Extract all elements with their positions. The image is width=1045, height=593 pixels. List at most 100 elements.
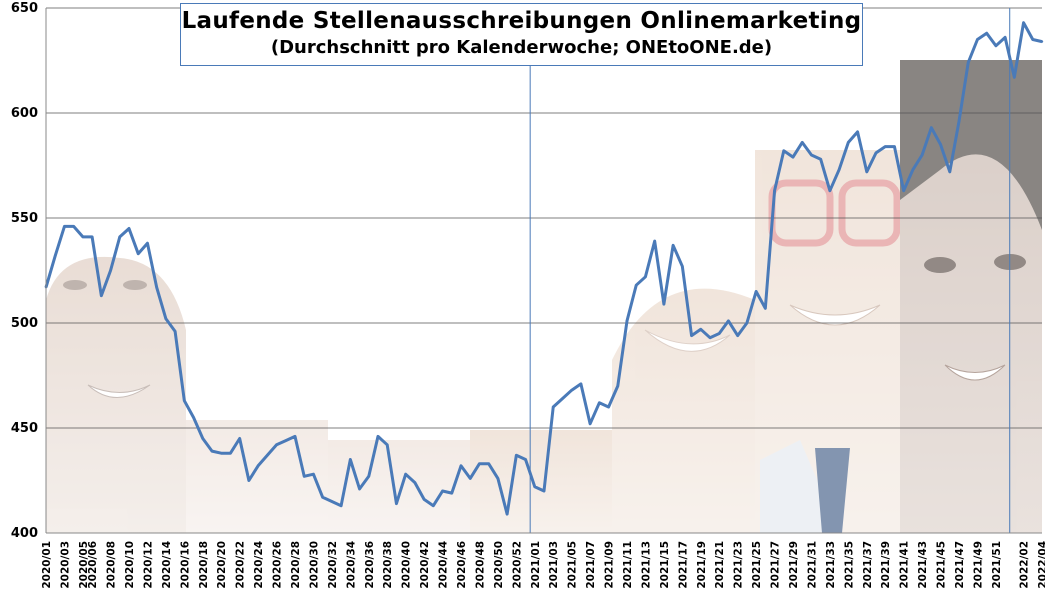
data-point — [635, 284, 638, 287]
face-photo-4 — [470, 430, 612, 533]
data-point — [487, 462, 490, 465]
year-divider-lines — [529, 8, 1011, 533]
data-point — [708, 336, 712, 339]
x-tick-label: 2020/28 — [290, 541, 302, 589]
data-point — [948, 170, 951, 173]
x-tick-label: 2021/51 — [991, 541, 1003, 589]
x-tick-label: 2021/25 — [751, 541, 763, 589]
data-point — [404, 473, 407, 476]
data-point — [72, 225, 75, 228]
data-point — [644, 275, 647, 278]
data-point — [727, 319, 730, 323]
data-point — [321, 496, 324, 499]
x-tick-label: 2020/52 — [511, 541, 523, 589]
data-point — [570, 389, 573, 392]
x-tick-label: 2021/17 — [677, 541, 689, 589]
x-tick-label: 2021/47 — [954, 541, 966, 589]
x-tick-label: 2022/04 — [1037, 541, 1045, 589]
chart-title: Laufende Stellenausschreibungen Onlinema… — [181, 8, 862, 34]
x-tick-label: 2020/16 — [179, 541, 191, 589]
x-tick-label: 2020/24 — [253, 541, 265, 589]
face-photo-1-eye-right — [123, 280, 147, 290]
background-face-photos — [46, 60, 1042, 533]
face-photo-6-shirt — [760, 440, 840, 533]
data-point — [920, 153, 924, 157]
data-point — [607, 405, 610, 409]
data-point — [275, 443, 278, 446]
data-point — [699, 328, 702, 331]
x-tick-label: 2021/27 — [770, 541, 782, 589]
data-point — [1031, 38, 1034, 41]
data-point — [690, 334, 693, 337]
data-point — [791, 155, 795, 159]
data-point — [542, 489, 546, 493]
data-point — [386, 443, 389, 446]
data-point — [229, 452, 232, 455]
x-tick-label: 2021/01 — [530, 541, 542, 589]
data-point — [164, 317, 168, 320]
x-tick-label: 2020/34 — [345, 541, 357, 589]
data-point — [330, 500, 334, 503]
x-tick-label: 2021/19 — [696, 541, 708, 589]
x-tick-label: 2021/03 — [548, 541, 560, 589]
data-point — [874, 151, 878, 155]
face-photo-1-smile — [87, 384, 151, 398]
data-point — [588, 422, 592, 425]
data-point — [413, 481, 417, 484]
data-point — [957, 120, 961, 123]
x-tick-label: 2021/15 — [659, 541, 671, 589]
data-point — [579, 382, 583, 386]
x-tick-label: 2020/20 — [216, 541, 228, 589]
data-point — [422, 498, 426, 501]
x-tick-label: 2020/01 — [41, 541, 53, 589]
data-point — [155, 286, 158, 289]
data-point — [625, 319, 629, 323]
x-tick-label: 2020/30 — [308, 541, 320, 589]
data-point — [256, 464, 260, 467]
x-tick-label: 2021/39 — [880, 541, 892, 589]
data-point — [967, 61, 970, 64]
data-point — [671, 244, 675, 247]
data-point — [284, 439, 287, 442]
x-tick-label: 2021/09 — [604, 541, 616, 589]
data-point — [210, 449, 214, 453]
data-point — [505, 512, 509, 516]
x-tick-label: 2020/46 — [456, 541, 468, 589]
data-point — [376, 435, 380, 438]
chart-title-box: Laufende Stellenausschreibungen Onlinema… — [180, 3, 863, 66]
x-tick-label: 2021/07 — [585, 541, 597, 589]
data-point — [884, 145, 887, 148]
series-points — [44, 21, 1044, 516]
data-point — [994, 44, 998, 47]
data-point — [349, 458, 352, 461]
face-photo-6-smile — [789, 304, 881, 326]
x-tick-label: 2020/44 — [438, 541, 450, 589]
x-tick-label: 2020/08 — [106, 541, 118, 589]
face-photo-5-smile — [644, 329, 731, 352]
data-point — [1003, 36, 1007, 39]
x-tick-label: 2020/32 — [327, 541, 339, 589]
data-point — [266, 454, 269, 457]
data-point — [478, 462, 481, 465]
face-photo-7-hair — [900, 60, 1042, 230]
data-point — [247, 479, 251, 482]
data-point — [201, 437, 204, 440]
data-point — [54, 254, 57, 257]
x-tick-label: 2020/22 — [235, 541, 247, 589]
data-point — [911, 168, 915, 171]
data-point — [127, 227, 131, 230]
data-point — [192, 416, 195, 419]
data-point — [533, 485, 536, 488]
data-point — [146, 242, 149, 245]
data-point — [616, 384, 619, 388]
data-point — [1022, 21, 1025, 24]
x-tick-label: 2020/03 — [59, 541, 71, 589]
data-point — [653, 239, 656, 243]
data-point — [819, 158, 822, 161]
data-point — [432, 504, 435, 507]
x-tick-label: 2020/05 — [78, 541, 90, 589]
x-tick-label: 2020/18 — [198, 541, 210, 589]
data-point — [100, 294, 103, 297]
